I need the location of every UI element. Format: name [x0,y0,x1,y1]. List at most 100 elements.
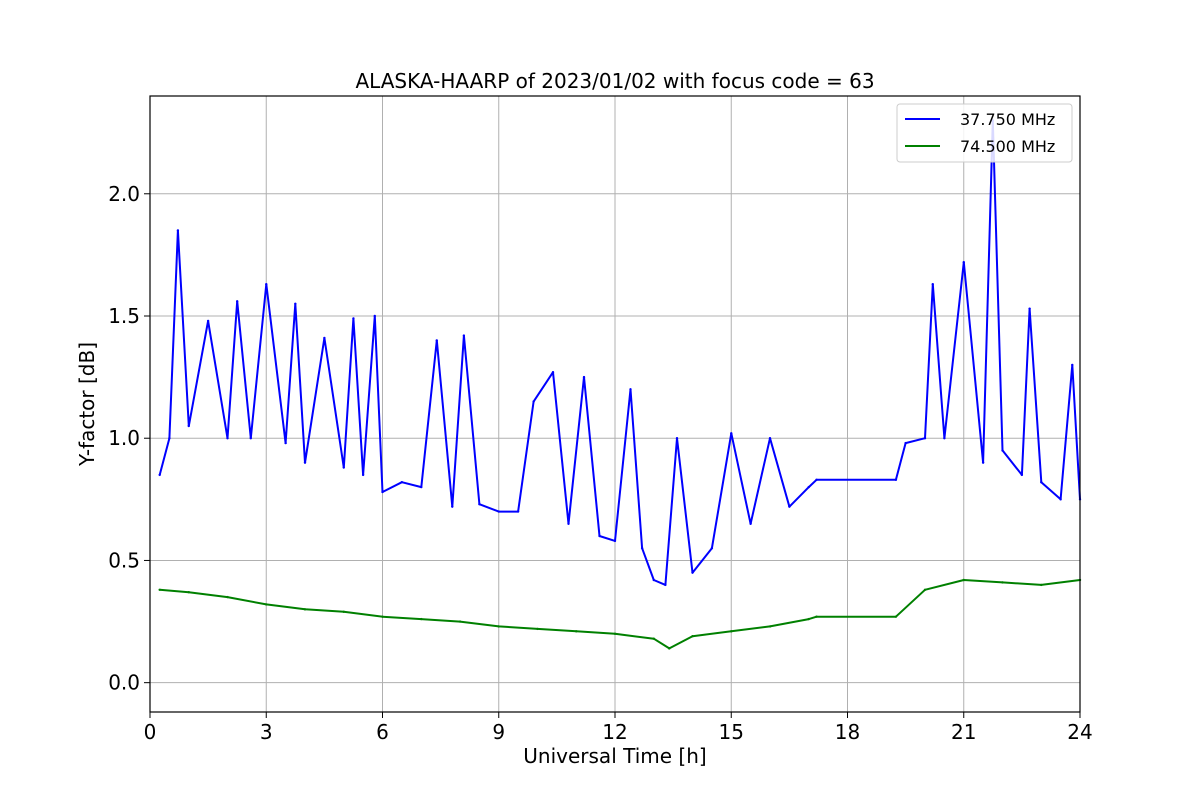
data-point-37750 [381,490,384,494]
data-point-74500 [768,625,772,628]
series-group [158,119,1082,650]
y-tick-label: 0.0 [108,671,140,695]
x-tick-label: 0 [144,720,157,744]
data-point-74500 [652,637,655,640]
data-point-37750 [323,336,326,340]
data-point-37750 [981,461,985,464]
chart-title: ALASKA-HAARP of 2023/01/02 with focus co… [355,69,874,93]
data-point-37750 [516,510,520,513]
data-point-74500 [1040,583,1043,587]
data-point-74500 [962,578,965,582]
data-point-74500 [923,588,927,591]
data-point-37750 [710,547,714,550]
data-point-37750 [1028,307,1031,310]
data-point-74500 [807,617,810,621]
data-point-74500 [668,647,671,650]
data-point-37750 [451,505,454,508]
data-point-37750 [691,571,694,574]
data-point-37750 [749,522,752,525]
data-point-74500 [342,610,345,613]
data-point-37750 [730,432,733,435]
data-point-37750 [652,578,655,582]
data-point-37750 [294,302,297,305]
data-point-37750 [664,583,667,587]
data-point-37750 [158,473,161,477]
data-point-74500 [303,608,307,611]
data-point-37750 [962,261,965,264]
data-point-37750 [265,283,268,286]
data-point-37750 [249,437,252,440]
data-point-37750 [1059,498,1062,501]
data-point-37750 [168,437,171,440]
x-axis-label: Universal Time [h] [523,744,706,768]
data-point-37750 [815,478,818,481]
data-point-37750 [923,437,927,440]
data-point-37750 [629,388,632,391]
data-point-74500 [730,630,733,633]
data-point-37750 [675,437,679,440]
legend: 37.750 MHz 74.500 MHz [896,103,1073,163]
data-point-74500 [420,617,423,621]
x-tick-label: 3 [260,720,273,744]
data-point-37750 [462,334,466,337]
data-point-37750 [904,441,907,445]
y-axis-label: Y-factor [dB] [75,342,99,467]
data-point-37750 [478,503,481,506]
legend-box [896,103,1073,163]
data-point-74500 [381,615,384,618]
series-line-74500 [159,579,1081,650]
x-tick-label: 9 [492,720,505,744]
data-point-37750 [551,371,555,374]
y-tick-label: 0.5 [108,548,140,572]
data-point-37750 [303,461,307,464]
data-point-37750 [768,437,772,440]
data-point-74500 [575,630,578,633]
data-point-74500 [613,632,617,635]
data-point-37750 [931,283,934,286]
legend-label-74500: 74.500 MHz [960,137,1055,156]
data-point-74500 [158,588,161,591]
data-point-37750 [435,339,438,342]
data-point-37750 [640,547,644,550]
data-point-37750 [420,485,423,489]
data-point-37750 [613,539,617,543]
data-point-74500 [187,591,190,594]
data-point-74500 [815,615,818,618]
data-point-37750 [582,375,586,379]
data-point-37750 [1001,449,1004,452]
data-point-74500 [536,627,539,631]
data-point-37750 [342,466,345,469]
data-point-37750 [497,510,500,513]
x-tick-label: 18 [835,720,860,744]
data-point-37750 [373,314,376,318]
data-point-37750 [1040,481,1043,484]
data-point-37750 [187,424,190,428]
data-point-37750 [235,300,239,303]
data-point-37750 [894,478,898,481]
data-point-37750 [943,437,946,440]
axis-ticks: 0 3 6 9 12 15 18 21 24 0.0 0.5 1.0 1.5 2.0 [108,182,1093,744]
data-point-37750 [361,473,365,477]
data-point-37750 [598,534,601,538]
data-point-74500 [691,635,694,638]
x-tick-label: 15 [719,720,744,744]
data-point-37750 [807,485,810,489]
data-point-37750 [226,437,229,440]
y-tick-label: 2.0 [108,182,140,206]
data-point-74500 [1001,581,1004,584]
data-point-74500 [894,615,898,618]
data-point-37750 [284,441,287,445]
data-point-37750 [400,481,404,484]
data-point-37750 [567,522,570,525]
data-point-37750 [176,229,180,232]
data-point-74500 [458,620,462,623]
data-point-74500 [497,625,500,628]
y-tick-label: 1.5 [108,304,140,328]
data-point-37750 [532,400,535,403]
data-point-37750 [352,317,355,320]
series-line-37750 [158,119,1081,586]
x-tick-label: 6 [376,720,389,744]
data-point-74500 [265,603,268,606]
x-tick-label: 21 [951,720,976,744]
